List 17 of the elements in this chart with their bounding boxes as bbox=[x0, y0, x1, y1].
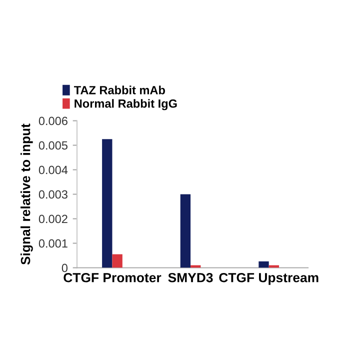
bar bbox=[180, 194, 191, 268]
y-tick-label: 0.001 bbox=[38, 239, 68, 248]
x-tick-label: CTGF Promoter bbox=[64, 272, 162, 282]
legend-label: TAZ Rabbit mAb bbox=[74, 86, 165, 94]
y-tick-label: 0.005 bbox=[38, 141, 68, 150]
y-tick-label: 0.003 bbox=[38, 190, 68, 199]
legend-label: Normal Rabbit IgG bbox=[74, 99, 177, 110]
x-tick-label: CTGF Upstream bbox=[219, 272, 318, 285]
x-tick-label: SMYD3 bbox=[168, 272, 213, 282]
bar bbox=[102, 139, 112, 268]
bar bbox=[258, 261, 269, 268]
y-tick-label: 0 bbox=[62, 264, 68, 272]
bar bbox=[112, 254, 122, 268]
y-tick-label: 0.006 bbox=[38, 116, 68, 126]
y-axis-title: Signal relative to input bbox=[20, 124, 33, 265]
y-tick-label: 0.004 bbox=[38, 166, 68, 174]
y-tick-label: 0.002 bbox=[38, 214, 68, 224]
